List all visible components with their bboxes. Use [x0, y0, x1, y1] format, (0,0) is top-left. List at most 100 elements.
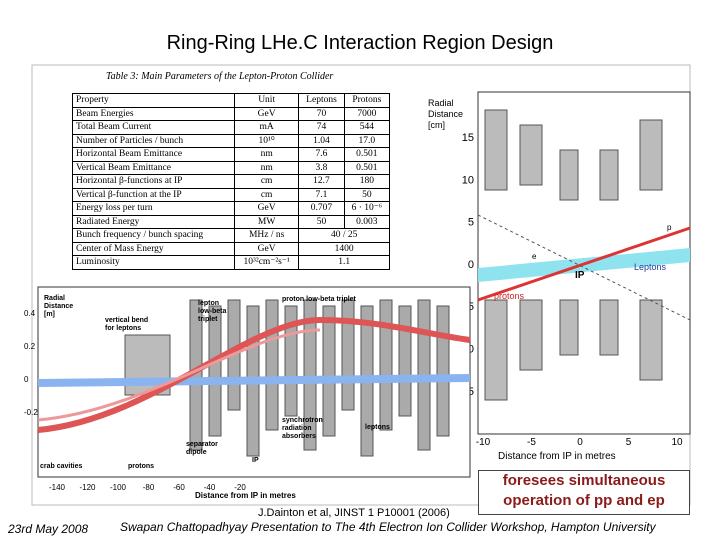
proton-beam [37, 328, 321, 422]
annotation: protons [128, 463, 154, 470]
x-axis-label: Distance from IP in metres [195, 491, 296, 500]
magnet [379, 299, 393, 431]
annotation: synchrotron [282, 417, 323, 424]
table-row: Horizontal Beam Emittance nm 7.6 0.501 [72, 147, 391, 162]
table-row: Vertical Beam Emittance nm 3.8 0.501 [72, 160, 391, 175]
table-cell: nm [233, 147, 300, 162]
x-tick-label: -80 [143, 483, 155, 492]
table-cell: 0.501 [343, 160, 391, 175]
x-tick-label: 10 [671, 437, 683, 448]
parameter-table: Property Unit Leptons Protons Beam Energies G… [72, 93, 391, 270]
table-cell: 50 [298, 214, 345, 229]
table-cell: 10³²cm⁻²s⁻¹ [233, 255, 300, 270]
table-caption: Table 3: Main Parameters of the Lepton-P… [106, 71, 334, 82]
table-cell: 7.6 [298, 147, 345, 162]
table-cell: GeV [233, 201, 300, 216]
y-tick-label: 5 [468, 217, 474, 229]
annotation: dipole [186, 449, 207, 456]
y-tick-label: 15 [462, 132, 474, 144]
callout: foresees simultaneous operation of pp an… [478, 470, 690, 515]
y-axis-label: Distance [428, 109, 463, 119]
table-cell: 74 [298, 120, 345, 135]
magnet [303, 299, 317, 451]
table-cell: Horizontal β-functions at IP [72, 174, 235, 189]
table-cell: Property [72, 93, 235, 108]
y-axis-label: Radial [428, 98, 454, 108]
table-cell: nm [233, 160, 300, 175]
magnet [484, 109, 508, 191]
e-label: e [532, 252, 537, 261]
magnet [519, 299, 543, 371]
x-tick-label: -20 [234, 483, 246, 492]
leptons-label: Leptons [634, 262, 667, 272]
table-cell: cm [233, 187, 300, 202]
table-cell: 10¹⁰ [233, 133, 300, 148]
table-cell: Protons [343, 93, 391, 108]
table-row: Horizontal β-functions at IP cm 12.7 180 [72, 174, 391, 189]
magnet [265, 299, 279, 431]
table-cell: GeV [233, 106, 300, 121]
y-tick-label: 10 [462, 174, 474, 186]
annotation: separator [186, 441, 218, 448]
table-row: Vertical β-function at the IP cm 7.1 50 [72, 187, 391, 202]
annotation: triplet [198, 316, 218, 323]
table-cell: 1.04 [298, 133, 345, 148]
y-axis-label: [cm] [428, 120, 445, 130]
protons-label: protons [494, 291, 525, 301]
x-tick-label: -60 [173, 483, 185, 492]
table-cell: Vertical Beam Emittance [72, 160, 235, 175]
x-tick-label: -100 [110, 483, 127, 492]
p-label: p [667, 223, 672, 232]
magnet [559, 299, 579, 356]
table-cell: 0.707 [298, 201, 345, 216]
y-tick-label: 0 [468, 259, 474, 271]
table-cell: mA [233, 120, 300, 135]
lepton-beam [37, 374, 471, 387]
table-row: Beam Energies GeV 70 7000 [72, 106, 391, 121]
magnet [208, 305, 222, 437]
y-tick-label: -0.2 [24, 408, 38, 417]
citation: J.Dainton et al, JINST 1 P10001 (2006) [258, 507, 450, 519]
table-cell: Bunch frequency / bunch spacing [72, 228, 235, 243]
table-cell: 544 [343, 120, 391, 135]
annotation: crab cavities [40, 463, 83, 470]
y-tick-label: 0.4 [24, 309, 36, 318]
x-tick-label: -5 [527, 437, 536, 448]
y-tick-label: 0.2 [24, 342, 36, 351]
table-cell: 7000 [343, 106, 391, 121]
table-cell: Total Beam Current [72, 120, 235, 135]
magnet [398, 305, 412, 417]
magnet [599, 299, 619, 356]
table-cell: 1.1 [298, 255, 390, 270]
magnet [484, 299, 508, 401]
table-cell: Radiated Energy [72, 214, 235, 229]
table-header: Property Unit Leptons Protons [72, 93, 391, 108]
table-cell: 3.8 [298, 160, 345, 175]
date: 23rd May 2008 [8, 522, 89, 536]
table-cell: 50 [343, 187, 391, 202]
table-cell: MHz / ns [233, 228, 300, 243]
x-tick-label: 5 [626, 437, 632, 448]
magnet [639, 299, 663, 381]
x-tick-label: -140 [49, 483, 66, 492]
table-cell: Center of Mass Energy [72, 241, 235, 256]
magnet [436, 305, 450, 437]
slide-title: Ring-Ring LHe.C Interaction Region Desig… [166, 32, 554, 54]
table-cell: 40 / 25 [298, 228, 390, 243]
table-cell: Number of Particles / bunch [72, 133, 235, 148]
table-cell: Unit [233, 93, 300, 108]
y-tick-label: 0 [24, 375, 29, 384]
table-cell: Vertical β-function at the IP [72, 187, 235, 202]
table-cell: GeV [233, 241, 300, 256]
y-axis-label: Radial [44, 295, 65, 302]
annotation: for leptons [105, 325, 141, 332]
table-row: Energy loss per turn GeV 0.707 6 · 10⁻⁶ [72, 201, 391, 216]
annotation: lepton [198, 300, 219, 307]
table-cell: Energy loss per turn [72, 201, 235, 216]
x-axis-label: Distance from IP in metres [498, 451, 616, 462]
magnet [599, 149, 619, 201]
table-row: Bunch frequency / bunch spacing MHz / ns 4… [72, 228, 390, 243]
table-cell: MW [233, 214, 300, 229]
table-cell: Beam Energies [72, 106, 235, 121]
